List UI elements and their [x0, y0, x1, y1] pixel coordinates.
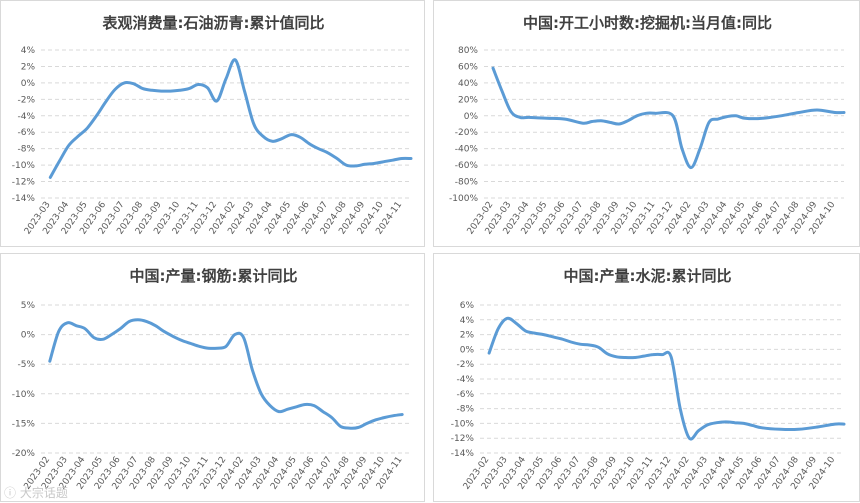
chart-1-series-line — [48, 58, 413, 179]
chart-2-ytick-label: -60% — [455, 161, 479, 171]
chart-1-ytick-label: -12% — [12, 178, 36, 188]
chart-4-title: 中国:产量:水泥:累计同比 — [564, 267, 732, 285]
chart-4-series-line — [487, 316, 846, 441]
chart-1-ytick-label: 4% — [21, 46, 36, 56]
chart-1-ytick-label: -2% — [17, 95, 35, 105]
chart-4-ytick-label: -8% — [456, 405, 474, 415]
chart-2-ytick-label: -20% — [455, 128, 479, 138]
chart-2-ytick-label: 40% — [458, 79, 478, 89]
chart-4-ytick-label: -10% — [451, 419, 475, 429]
chart-2-ytick-label: -80% — [455, 178, 479, 188]
chart-3-ytick-label: 0% — [21, 331, 36, 341]
chart-2-ytick-label: 80% — [458, 46, 478, 56]
chart-4-ytick-label: -12% — [451, 434, 475, 444]
chart-3-title: 中国:产量:钢筋:累计同比 — [130, 267, 298, 285]
chart-3-ytick-label: -20% — [12, 449, 36, 459]
chart-1-ytick-label: -14% — [12, 194, 36, 204]
chart-3-ytick-label: 5% — [21, 301, 36, 311]
chart-2-ytick-label: 20% — [458, 95, 478, 105]
chart-2-ytick-label: -100% — [449, 194, 478, 204]
chart-1-ytick-label: 2% — [21, 62, 36, 72]
chart-4-ytick-label: -2% — [456, 360, 474, 370]
chart-4-svg: 中国:产量:水泥:累计同比 6% 4% 2% 0% -2% -4% -6% -8% -10% -12… — [451, 267, 846, 492]
chart-1-ytick-label: -10% — [12, 161, 36, 171]
chart-panel-1: 表观消费量:石油沥青:累计值同比 4% 2% 0% -2% -4% -6% -8% -10% -1… — [0, 0, 425, 247]
chart-4-ytick-label: 0% — [460, 345, 475, 355]
chart-1-ytick-label: -6% — [17, 128, 35, 138]
chart-3-ytick-label: -15% — [12, 419, 36, 429]
chart-1-title: 表观消费量:石油沥青:累计值同比 — [103, 14, 325, 32]
chart-4-ytick-label: -14% — [451, 449, 475, 459]
chart-2-ytick-label: 60% — [458, 62, 478, 72]
chart-panel-2: 中国:开工小时数:挖掘机:当月值:同比 80% 60% 40% 20% 0% -20% -40… — [433, 0, 860, 247]
chart-3-series-line — [48, 318, 404, 430]
chart-1-ytick-label: -4% — [17, 112, 35, 122]
chart-3-ytick-label: -5% — [17, 360, 35, 370]
chart-4-ytick-label: -6% — [456, 390, 474, 400]
chart-4-ytick-label: -4% — [456, 375, 474, 385]
chart-2-series-line — [491, 66, 846, 170]
chart-4-ytick-label: 6% — [460, 301, 475, 311]
chart-1-ytick-label: 0% — [21, 79, 36, 89]
chart-panel-3: 中国:产量:钢筋:累计同比 5% 0% -5% -10% -15% -20% 2023-02 2… — [0, 253, 425, 502]
chart-2-svg: 中国:开工小时数:挖掘机:当月值:同比 80% 60% 40% 20% 0% -20% -40… — [449, 14, 846, 237]
chart-2-ytick-label: -40% — [455, 145, 479, 155]
chart-3-ytick-label: -10% — [12, 390, 36, 400]
chart-panel-4: 中国:产量:水泥:累计同比 6% 4% 2% 0% -2% -4% -6% -8% -10% -12… — [433, 253, 860, 502]
chart-4-ytick-label: 2% — [460, 331, 475, 341]
chart-4-ytick-label: 4% — [460, 316, 475, 326]
chart-3-svg: 中国:产量:钢筋:累计同比5%0%-5%-10%-15%-20%2023-022… — [12, 267, 411, 492]
chart-2-ytick-label: 0% — [464, 112, 479, 122]
chart-1-ytick-label: -8% — [17, 145, 35, 155]
chart-1-svg: 表观消费量:石油沥青:累计值同比 4% 2% 0% -2% -4% -6% -8% -10% -1… — [12, 14, 413, 237]
chart-2-title: 中国:开工小时数:挖掘机:当月值:同比 — [523, 14, 772, 32]
